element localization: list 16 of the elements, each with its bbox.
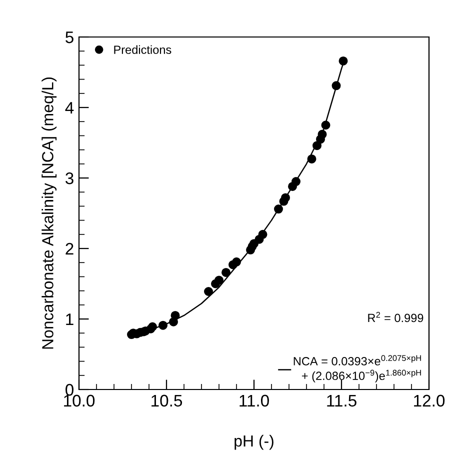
y-tick-label: 3 (66, 172, 74, 184)
y-tick-label: 0 (66, 384, 74, 396)
annotation: R$^{2}$ = 0.999 (368, 312, 424, 322)
x-tick-label: 12.0 (414, 394, 445, 407)
y-tick-label: 5 (66, 32, 74, 44)
x-tick-label: 11.0 (240, 394, 269, 407)
x-tick-label: 10.0 (64, 394, 95, 407)
text: NCA = 0.0393×e$^{0.2075×pH}$ + (2.086×10$^{−9}$)e$^{1.860×pH}$ (294, 355, 421, 382)
y-tick-label: 2 (66, 242, 74, 255)
x-axis-title: pH (-) (234, 434, 274, 450)
x-tick-label: 11.5 (327, 394, 356, 407)
legend-label: Predictions (114, 45, 172, 54)
y-axis-title: Noncarbonate Alkalinity [NCA] (meq/L) (42, 78, 57, 349)
y-tick-label: 4 (65, 102, 74, 114)
y-tick-label: 1 (66, 314, 74, 326)
x-tick-label: 10.5 (152, 394, 182, 407)
